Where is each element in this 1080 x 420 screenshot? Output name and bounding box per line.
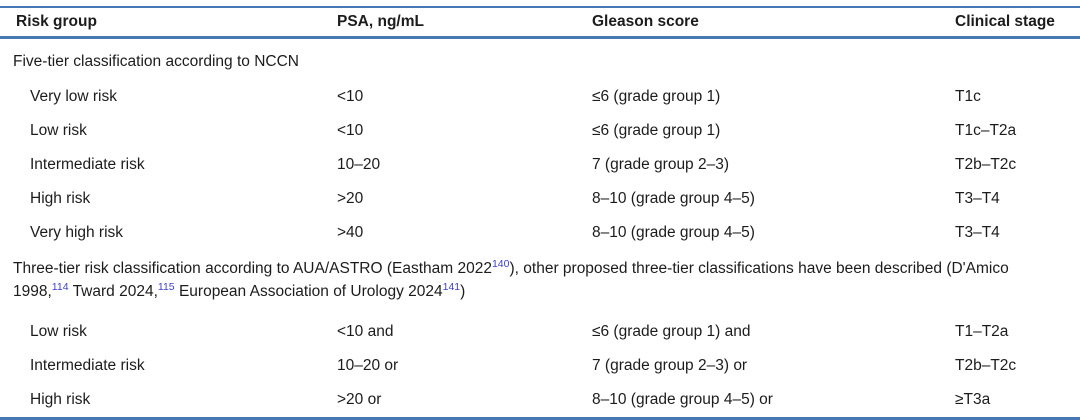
section-title-text: Tward 2024, <box>68 283 158 300</box>
section-title-three-tier: Three-tier risk classification according… <box>0 250 1080 315</box>
section-title-text: Three-tier risk classification according… <box>13 260 492 277</box>
table-row: Intermediate risk 10–20 or 7 (grade grou… <box>0 349 1080 383</box>
cell-gleason: ≤6 (grade group 1) <box>592 88 721 105</box>
cell-gleason: 7 (grade group 2–3) <box>592 156 730 173</box>
section-title-five-tier: Five-tier classification according to NC… <box>13 53 299 70</box>
cell-gleason: ≤6 (grade group 1) and <box>592 323 751 340</box>
col-header-clinical-stage: Clinical stage <box>955 13 1055 30</box>
table-row: High risk >20 8–10 (grade group 4–5) T3–… <box>0 182 1080 216</box>
cell-psa: 10–20 <box>337 156 381 173</box>
cell-psa: 10–20 or <box>337 357 399 374</box>
table-row: Very low risk <10 ≤6 (grade group 1) T1c <box>0 80 1080 114</box>
cell-clinical-stage: T1c–T2a <box>955 122 1017 139</box>
cell-risk-group: Very high risk <box>30 224 124 241</box>
table-row: Very high risk >40 8–10 (grade group 4–5… <box>0 216 1080 250</box>
cell-psa: >20 <box>337 190 364 207</box>
cell-gleason: 8–10 (grade group 4–5) <box>592 224 755 241</box>
cell-risk-group: Low risk <box>30 323 87 340</box>
citation-ref-115[interactable]: 115 <box>157 280 175 293</box>
cell-psa: <10 and <box>337 323 394 340</box>
cell-clinical-stage: T2b–T2c <box>955 357 1017 374</box>
citation-ref-141[interactable]: 141 <box>442 280 461 293</box>
cell-clinical-stage: T3–T4 <box>955 224 1000 241</box>
cell-clinical-stage: T1c <box>955 88 981 105</box>
cell-psa: >20 or <box>337 391 382 408</box>
cell-risk-group: High risk <box>30 391 91 408</box>
table-row: Intermediate risk 10–20 7 (grade group 2… <box>0 148 1080 182</box>
section-title-text: ) <box>460 283 466 300</box>
cell-gleason: 8–10 (grade group 4–5) or <box>592 391 773 408</box>
cell-psa: <10 <box>337 122 364 139</box>
cell-clinical-stage: T3–T4 <box>955 190 1000 207</box>
section-title-text: European Association of Urology 2024 <box>174 283 443 300</box>
cell-clinical-stage: T2b–T2c <box>955 156 1017 173</box>
cell-psa: >40 <box>337 224 364 241</box>
table-row: High risk >20 or 8–10 (grade group 4–5) … <box>0 383 1080 417</box>
col-header-risk-group: Risk group <box>16 13 97 30</box>
cell-gleason: 7 (grade group 2–3) or <box>592 357 748 374</box>
cell-gleason: 8–10 (grade group 4–5) <box>592 190 755 207</box>
cell-risk-group: Intermediate risk <box>30 156 145 173</box>
cell-risk-group: Intermediate risk <box>30 357 145 374</box>
table-row: Low risk <10 and ≤6 (grade group 1) and … <box>0 315 1080 349</box>
citation-ref-140[interactable]: 140 <box>491 257 510 270</box>
cell-risk-group: High risk <box>30 190 91 207</box>
risk-classification-table: Risk group PSA, ng/mL Gleason score Clin… <box>0 6 1080 420</box>
cell-risk-group: Very low risk <box>30 88 117 105</box>
cell-risk-group: Low risk <box>30 122 87 139</box>
col-header-gleason: Gleason score <box>592 13 699 30</box>
section-title-text: ), other proposed three-tier classificat… <box>13 260 1009 300</box>
col-header-psa: PSA, ng/mL <box>337 13 424 30</box>
citation-ref-114[interactable]: 114 <box>51 280 69 293</box>
cell-psa: <10 <box>337 88 364 105</box>
cell-gleason: ≤6 (grade group 1) <box>592 122 721 139</box>
cell-clinical-stage: T1–T2a <box>955 323 1009 340</box>
cell-clinical-stage: ≥T3a <box>955 391 991 408</box>
table-row: Low risk <10 ≤6 (grade group 1) T1c–T2a <box>0 114 1080 148</box>
table-header-row: Risk group PSA, ng/mL Gleason score Clin… <box>0 8 1080 39</box>
